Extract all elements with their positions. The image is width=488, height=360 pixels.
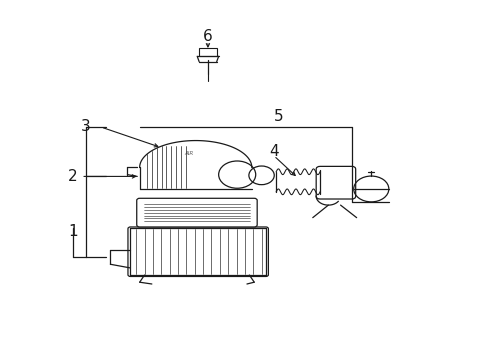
FancyBboxPatch shape (199, 48, 216, 56)
Text: 2: 2 (68, 169, 78, 184)
Text: 5: 5 (273, 109, 283, 124)
FancyBboxPatch shape (137, 198, 257, 227)
Text: 4: 4 (268, 144, 278, 159)
FancyBboxPatch shape (316, 166, 355, 199)
Text: 6: 6 (203, 29, 212, 44)
Text: 1: 1 (68, 225, 78, 239)
Text: AIR: AIR (183, 151, 193, 156)
Text: 3: 3 (81, 120, 91, 134)
